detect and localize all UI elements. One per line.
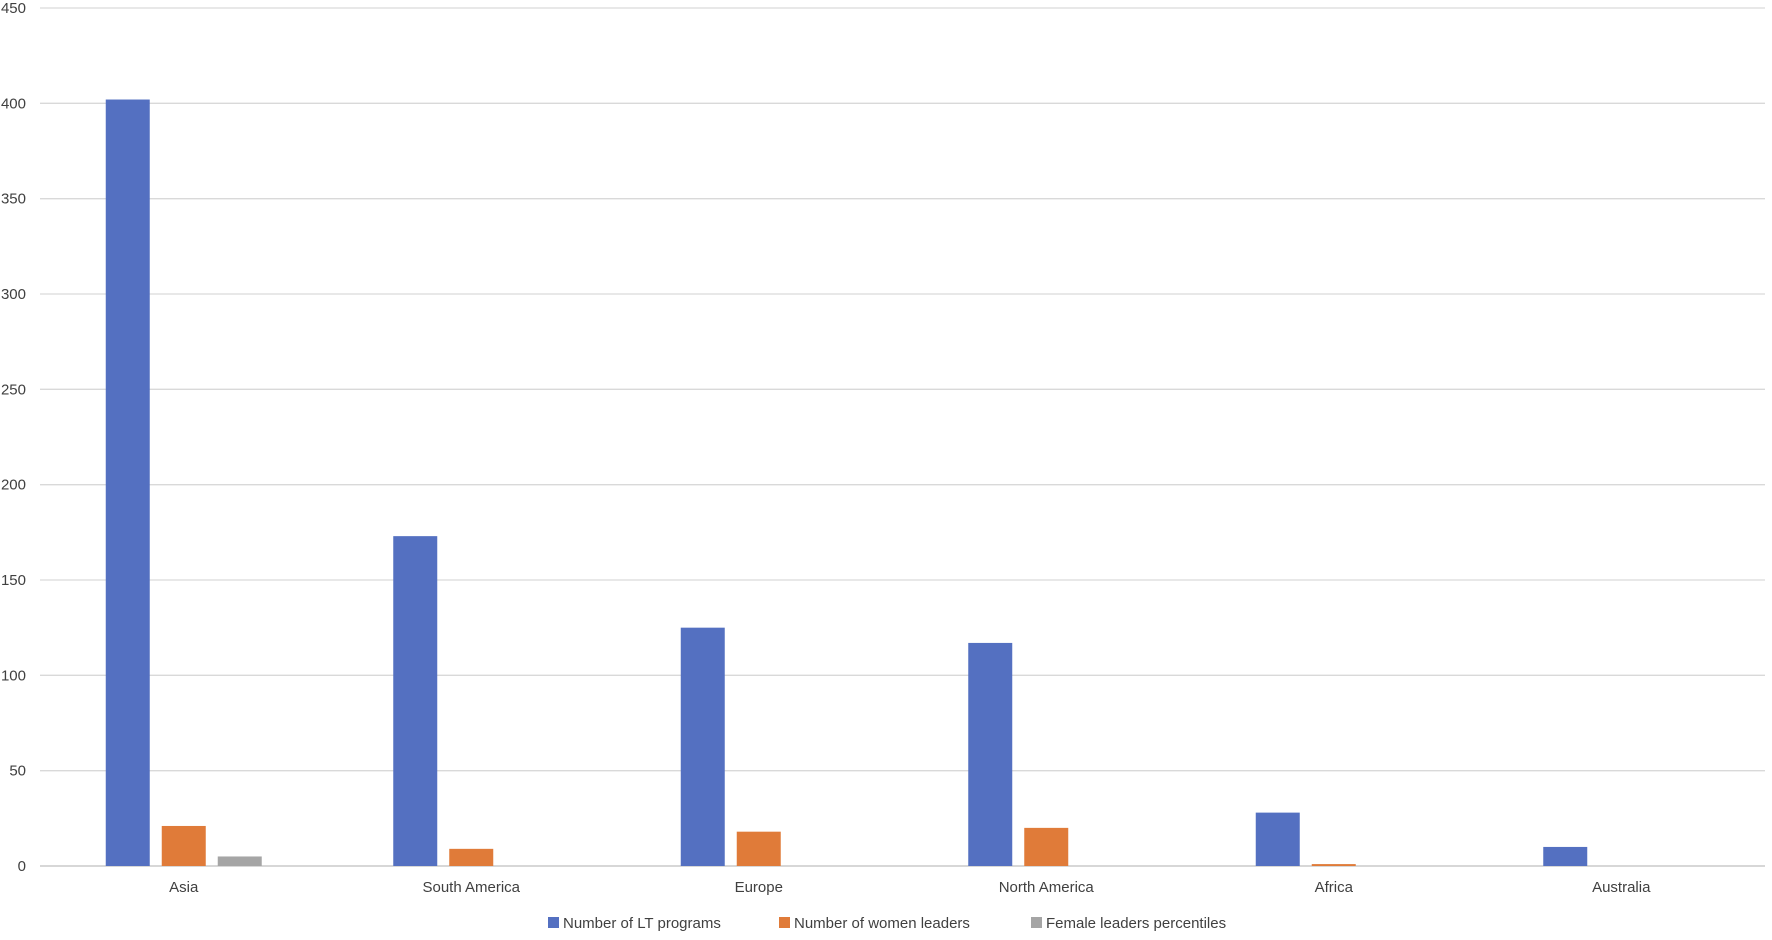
legend-label: Number of women leaders bbox=[794, 915, 970, 932]
bar-asia-series-3 bbox=[217, 856, 262, 866]
legend-swatch bbox=[779, 917, 790, 928]
x-tick-label: North America bbox=[999, 879, 1095, 896]
legend: Number of LT programs Number of women lea… bbox=[548, 915, 1226, 932]
legend-swatch bbox=[1031, 917, 1042, 928]
legend-swatch bbox=[548, 917, 559, 928]
bar-africa-series-1 bbox=[1255, 812, 1300, 866]
y-tick-label: 100 bbox=[1, 667, 26, 684]
bar-asia-series-2 bbox=[161, 825, 206, 866]
y-tick-label: 450 bbox=[1, 0, 26, 17]
gridlines bbox=[40, 7, 1765, 867]
bar-europe-series-2 bbox=[736, 831, 781, 866]
y-axis-tick-labels: 0 50 100 150 200 250 300 350 400 450 bbox=[1, 0, 26, 875]
bars bbox=[105, 99, 1588, 866]
bar-africa-series-2 bbox=[1311, 864, 1356, 866]
y-tick-label: 150 bbox=[1, 572, 26, 589]
y-tick-label: 250 bbox=[1, 381, 26, 398]
y-tick-label: 50 bbox=[9, 763, 26, 780]
y-tick-label: 200 bbox=[1, 477, 26, 494]
legend-label: Number of LT programs bbox=[563, 915, 721, 932]
bar-australia-series-1 bbox=[1543, 846, 1588, 866]
x-tick-label: Europe bbox=[735, 879, 783, 896]
y-tick-label: 300 bbox=[1, 286, 26, 303]
bar-south-america-series-2 bbox=[449, 848, 494, 866]
bar-south-america-series-1 bbox=[393, 536, 438, 866]
x-axis-tick-labels: Asia South America Europe North America Afri… bbox=[169, 879, 1651, 896]
legend-label: Female leaders percentiles bbox=[1046, 915, 1226, 932]
x-tick-label: South America bbox=[422, 879, 520, 896]
bar-north-america-series-1 bbox=[968, 642, 1013, 866]
x-tick-label: Africa bbox=[1315, 879, 1354, 896]
y-tick-label: 400 bbox=[1, 95, 26, 112]
x-tick-label: Asia bbox=[169, 879, 199, 896]
y-tick-label: 350 bbox=[1, 191, 26, 208]
bar-europe-series-1 bbox=[680, 627, 725, 866]
bar-asia-series-1 bbox=[105, 99, 150, 866]
bar-north-america-series-2 bbox=[1024, 827, 1069, 866]
x-tick-label: Australia bbox=[1592, 879, 1651, 896]
y-tick-label: 0 bbox=[18, 858, 26, 875]
